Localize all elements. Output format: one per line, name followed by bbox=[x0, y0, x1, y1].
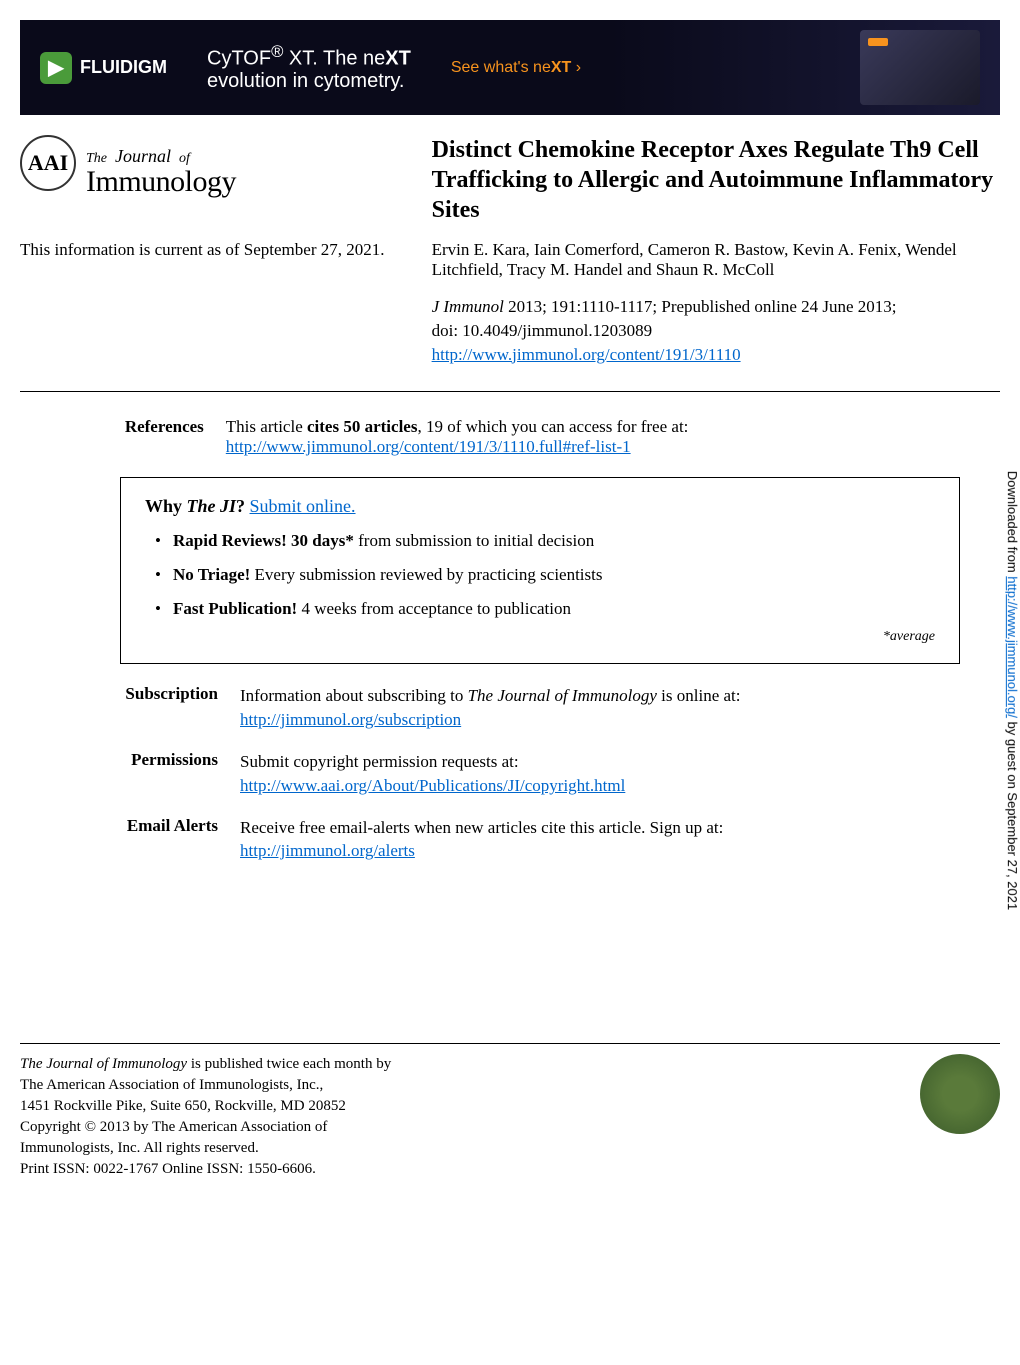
footer-line1-rest: is published twice each month by bbox=[187, 1056, 391, 1072]
ad-logo: ▶ FLUIDIGM bbox=[40, 52, 167, 84]
alerts-text: Receive free email-alerts when new artic… bbox=[240, 818, 723, 837]
refs-text-p2: , 19 of which you can access for free at… bbox=[417, 417, 688, 436]
footer-divider bbox=[20, 1043, 1000, 1044]
seal-initials: AAI bbox=[28, 150, 68, 176]
subscription-url-link[interactable]: http://jimmunol.org/subscription bbox=[240, 710, 461, 729]
journal-seal-icon: AAI bbox=[20, 135, 76, 191]
ad-line1-p1: CyTOF bbox=[207, 47, 271, 69]
footer-line1-italic: The Journal of Immunology bbox=[20, 1056, 187, 1072]
references-label: References bbox=[20, 417, 226, 457]
email-alerts-row: Email Alerts Receive free email-alerts w… bbox=[20, 816, 1000, 864]
doi: doi: 10.4049/jimmunol.1203089 bbox=[432, 319, 1000, 343]
authors: Ervin E. Kara, Iain Comerford, Cameron R… bbox=[432, 240, 1000, 280]
ad-line1-bold: XT bbox=[385, 47, 411, 69]
why-item-1-bold: Rapid Reviews! 30 days* bbox=[173, 531, 354, 550]
logo-icon-glyph: ▶ bbox=[48, 55, 63, 80]
journal-name-main: Immunology bbox=[86, 167, 236, 197]
ad-line1: CyTOF® XT. The neXT bbox=[207, 42, 411, 71]
why-item-2-bold: No Triage! bbox=[173, 565, 250, 584]
ad-cta-text: See what's ne bbox=[451, 59, 551, 76]
ad-banner[interactable]: ▶ FLUIDIGM CyTOF® XT. The neXT evolution… bbox=[20, 20, 1000, 115]
ad-cta-bold: XT bbox=[551, 59, 571, 76]
why-footnote: *average bbox=[145, 629, 935, 645]
citation-block: J Immunol 2013; 191:1110-1117; Prepublis… bbox=[432, 295, 1000, 366]
footer-line2: The American Association of Immunologist… bbox=[20, 1075, 391, 1096]
article-title: Distinct Chemokine Receptor Axes Regulat… bbox=[432, 135, 1000, 225]
refs-text-bold: cites 50 articles bbox=[307, 417, 417, 436]
side-text-p2: by guest on September 27, 2021 bbox=[1005, 717, 1020, 909]
ad-headline: CyTOF® XT. The neXT evolution in cytomet… bbox=[207, 42, 411, 94]
subscription-label: Subscription bbox=[50, 684, 240, 732]
why-item-3: Fast Publication! 4 weeks from acceptanc… bbox=[155, 599, 935, 619]
download-note: Downloaded from http://www.jimmunol.org/… bbox=[1005, 470, 1020, 909]
submit-online-link[interactable]: Submit online. bbox=[250, 496, 356, 516]
article-url: http://www.jimmunol.org/content/191/3/11… bbox=[432, 343, 1000, 367]
ad-cta[interactable]: See what's neXT › bbox=[451, 59, 581, 77]
permissions-row: Permissions Submit copyright permission … bbox=[20, 750, 1000, 798]
ad-cta-arrow-icon: › bbox=[571, 59, 581, 76]
meta-row: This information is current as of Septem… bbox=[20, 240, 1000, 366]
references-url-link[interactable]: http://www.jimmunol.org/content/191/3/11… bbox=[226, 437, 631, 456]
email-alerts-content: Receive free email-alerts when new artic… bbox=[240, 816, 953, 864]
ad-product-image bbox=[860, 30, 980, 105]
references-content: This article cites 50 articles, 19 of wh… bbox=[226, 417, 1000, 457]
why-title: Why The JI? Submit online. bbox=[145, 496, 935, 517]
side-text-p1: Downloaded from bbox=[1005, 470, 1020, 576]
journal-name-the: The bbox=[86, 151, 107, 166]
fluidigm-logo-icon: ▶ bbox=[40, 52, 72, 84]
journal-name: The Journal of Immunology bbox=[86, 135, 236, 197]
sub-text-p1: Information about subscribing to bbox=[240, 686, 468, 705]
article-url-link[interactable]: http://www.jimmunol.org/content/191/3/11… bbox=[432, 345, 741, 364]
sub-text-p2: is online at: bbox=[657, 686, 741, 705]
citation-rest: 2013; 191:1110-1117; Prepublished online… bbox=[504, 297, 897, 316]
footer-line5: Immunologists, Inc. All rights reserved. bbox=[20, 1138, 391, 1159]
title-column: Distinct Chemokine Receptor Axes Regulat… bbox=[432, 135, 1000, 225]
footer-line3: 1451 Rockville Pike, Suite 650, Rockvill… bbox=[20, 1096, 391, 1117]
why-title-italic: The JI bbox=[187, 496, 237, 516]
footer-text: The Journal of Immunology is published t… bbox=[20, 1054, 391, 1180]
footer-line6: Print ISSN: 0022-1767 Online ISSN: 1550-… bbox=[20, 1159, 391, 1180]
why-item-2: No Triage! Every submission reviewed by … bbox=[155, 565, 935, 585]
sub-text-italic: The Journal of Immunology bbox=[468, 686, 657, 705]
citation-line1: J Immunol 2013; 191:1110-1117; Prepublis… bbox=[432, 295, 1000, 319]
currency-note: This information is current as of Septem… bbox=[20, 240, 432, 366]
ad-line2: evolution in cytometry. bbox=[207, 70, 411, 93]
why-list: Rapid Reviews! 30 days* from submission … bbox=[145, 531, 935, 619]
footer-line4: Copyright © 2013 by The American Associa… bbox=[20, 1117, 391, 1138]
email-alerts-label: Email Alerts bbox=[50, 816, 240, 864]
ad-reg-mark: ® bbox=[271, 42, 283, 61]
why-title-b2: ? bbox=[236, 496, 250, 516]
divider-top bbox=[20, 391, 1000, 392]
journal-logo: AAI The Journal of Immunology bbox=[20, 135, 432, 225]
ad-line1-p2: XT. The ne bbox=[283, 47, 385, 69]
journal-name-of: of bbox=[179, 151, 190, 166]
why-item-1: Rapid Reviews! 30 days* from submission … bbox=[155, 531, 935, 551]
references-row: References This article cites 50 article… bbox=[20, 417, 1000, 457]
journal-name-line1: The Journal of bbox=[86, 135, 236, 167]
footer-row: The Journal of Immunology is published t… bbox=[20, 1054, 1000, 1180]
ad-brand-name: FLUIDIGM bbox=[80, 57, 167, 78]
perm-text: Submit copyright permission requests at: bbox=[240, 752, 519, 771]
subscription-content: Information about subscribing to The Jou… bbox=[240, 684, 953, 732]
permissions-url-link[interactable]: http://www.aai.org/About/Publications/JI… bbox=[240, 776, 625, 795]
footer-line1: The Journal of Immunology is published t… bbox=[20, 1054, 391, 1075]
aai-seal-icon bbox=[920, 1054, 1000, 1134]
citation-journal: J Immunol bbox=[432, 297, 504, 316]
subscription-row: Subscription Information about subscribi… bbox=[20, 684, 1000, 732]
meta-right: Ervin E. Kara, Iain Comerford, Cameron R… bbox=[432, 240, 1000, 366]
permissions-content: Submit copyright permission requests at:… bbox=[240, 750, 953, 798]
ad-product-led bbox=[868, 38, 888, 46]
why-item-3-rest: 4 weeks from acceptance to publication bbox=[297, 599, 571, 618]
email-alerts-url-link[interactable]: http://jimmunol.org/alerts bbox=[240, 841, 415, 860]
why-ji-box: Why The JI? Submit online. Rapid Reviews… bbox=[120, 477, 960, 664]
why-item-3-bold: Fast Publication! bbox=[173, 599, 297, 618]
permissions-label: Permissions bbox=[50, 750, 240, 798]
side-text-url-link[interactable]: http://www.jimmunol.org/ bbox=[1005, 576, 1020, 718]
refs-text-p1: This article bbox=[226, 417, 307, 436]
journal-name-journal: Journal bbox=[115, 146, 171, 166]
header-row: AAI The Journal of Immunology Distinct C… bbox=[20, 135, 1000, 225]
why-item-1-rest: from submission to initial decision bbox=[354, 531, 594, 550]
why-title-b1: Why bbox=[145, 496, 187, 516]
why-item-2-rest: Every submission reviewed by practicing … bbox=[250, 565, 602, 584]
